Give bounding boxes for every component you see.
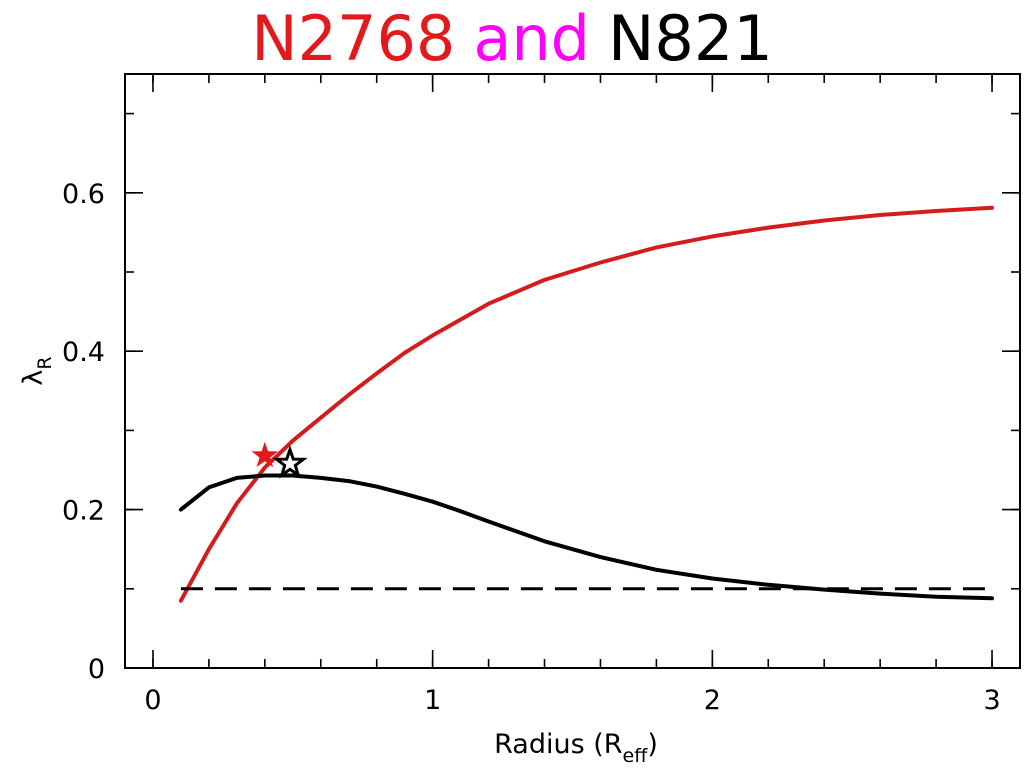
title-part-n2768: N2768: [251, 2, 456, 75]
title-part-n821: N821: [608, 2, 773, 75]
series-line-2: [178, 473, 994, 601]
y-tick-label: 0.6: [62, 179, 105, 210]
chart-title: N2768 and N821: [0, 4, 1024, 74]
x-axis-label-sub: eff: [623, 745, 649, 767]
x-tick-label: 1: [424, 685, 441, 716]
series-line-1: [178, 205, 994, 603]
x-axis-label-main: Radius (R: [494, 729, 622, 760]
marker-layer: [251, 441, 308, 479]
axis-tick-labels: 0 1 2 3 0 0.2 0.4 0.6: [62, 179, 1001, 716]
star-marker-2: [272, 445, 308, 479]
x-tick-label: 3: [983, 685, 1000, 716]
title-part-and: and: [473, 2, 591, 75]
x-axis-label: Radius (Reff): [494, 729, 658, 767]
y-axis-label-main: λ: [18, 370, 49, 386]
x-tick-label: 2: [704, 685, 721, 716]
axis-ticks: [125, 74, 1020, 669]
plot-frame: [124, 73, 1021, 669]
y-tick-label: 0: [88, 654, 105, 685]
y-axis-label: λR: [18, 356, 56, 385]
y-axis-label-sub: R: [34, 356, 56, 369]
x-axis-label-close: ): [647, 729, 658, 760]
y-tick-label: 0.2: [62, 496, 105, 527]
x-tick-label: 0: [144, 685, 161, 716]
star-marker-1: [251, 441, 279, 468]
y-tick-label: 0.4: [62, 337, 105, 368]
series-layer: [178, 205, 994, 603]
